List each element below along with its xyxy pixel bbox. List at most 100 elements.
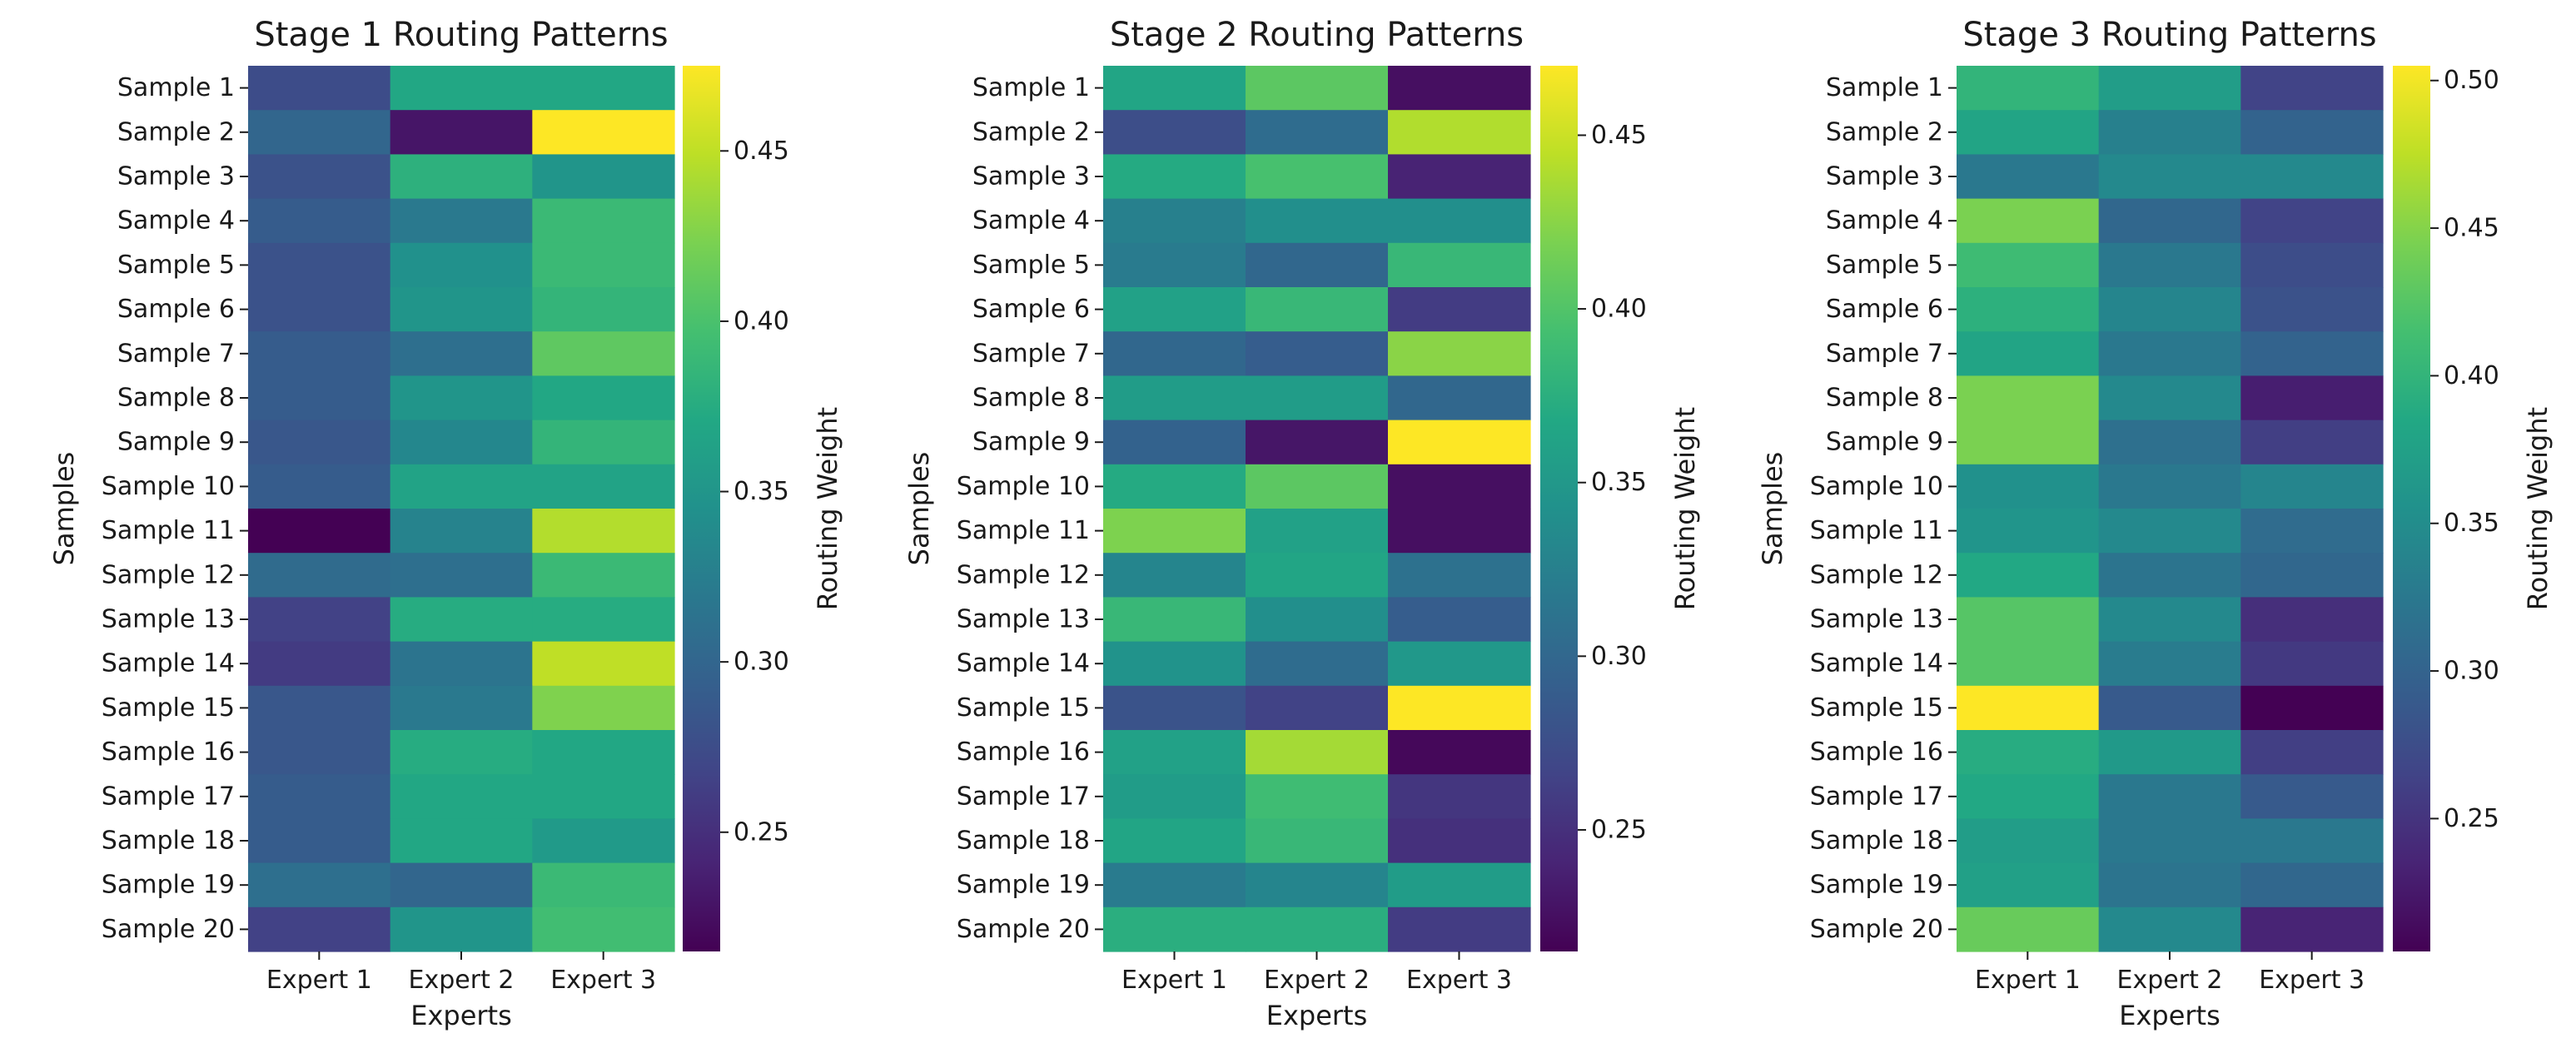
heatmap-cell [1246, 198, 1389, 244]
colorbar-label: Routing Weight [2522, 407, 2554, 610]
y-tick-label: Sample 3 [1826, 162, 1943, 191]
heatmap-cell [2098, 198, 2241, 244]
heatmap-cell [2098, 509, 2241, 554]
heatmap-cell [2240, 287, 2384, 332]
heatmap-cell [390, 862, 533, 908]
heatmap-cell [2098, 287, 2241, 332]
heatmap-cell [532, 597, 675, 643]
heatmap-cell [1246, 597, 1389, 643]
colorbar-tick-label: 0.40 [1591, 295, 1647, 324]
colorbar-tick-label: 0.30 [734, 648, 789, 677]
heatmap-cell [248, 110, 391, 155]
chart-title: Stage 3 Routing Patterns [1962, 16, 2376, 54]
heatmap-cell [1388, 774, 1531, 819]
heatmap-cell [1246, 66, 1389, 111]
heatmap-cell [1957, 331, 2100, 376]
y-tick-label: Sample 2 [1826, 117, 1943, 147]
chart-title: Stage 1 Routing Patterns [254, 16, 668, 54]
y-tick-label: Sample 19 [957, 871, 1090, 900]
heatmap-cell [2240, 553, 2384, 598]
heatmap-cell [1957, 685, 2100, 731]
stage-2-heatmap-panel: Stage 2 Routing Patterns Sample 1 Sample 2… [903, 16, 1701, 1031]
heatmap-cell [390, 464, 533, 509]
heatmap-cell [532, 110, 675, 155]
heatmap-cell [1388, 110, 1531, 155]
heatmap-cell [1957, 906, 2100, 952]
y-tick-label: Sample 3 [972, 162, 1090, 191]
heatmap-cell [1103, 818, 1246, 864]
y-tick-label: Sample 11 [102, 516, 235, 545]
heatmap-cell [248, 906, 391, 952]
heatmap-cell [1957, 464, 2100, 509]
y-tick-label: Sample 18 [957, 827, 1090, 856]
heatmap-cell [1103, 287, 1246, 332]
heatmap-cell [1103, 464, 1246, 509]
x-axis-label: Experts [2119, 1000, 2220, 1031]
x-tick-label: Expert 3 [1406, 966, 1512, 995]
heatmap-cell [248, 375, 391, 421]
heatmap-cell [390, 242, 533, 288]
heatmap-cell [390, 375, 533, 421]
heatmap-cell [1388, 464, 1531, 509]
y-tick-label: Sample 1 [117, 73, 235, 102]
y-tick-label: Sample 15 [102, 693, 235, 723]
heatmap-cell [248, 509, 391, 554]
heatmap-cell [1103, 641, 1246, 687]
heatmap-cell [2240, 110, 2384, 155]
y-tick-label: Sample 14 [102, 649, 235, 678]
heatmap-cell [1246, 906, 1389, 952]
heatmap-cell [1246, 110, 1389, 155]
heatmap-cell [2098, 597, 2241, 643]
y-tick-label: Sample 10 [957, 472, 1090, 501]
heatmap-cell [2240, 331, 2384, 376]
heatmap-cell [532, 66, 675, 111]
heatmap-cell [1246, 375, 1389, 421]
heatmap-cell [532, 774, 675, 819]
colorbar [1540, 66, 1578, 951]
heatmap-cell [390, 66, 533, 111]
heatmap-cell [2098, 685, 2241, 731]
heatmap-cell [2240, 154, 2384, 200]
heatmap-cell [390, 331, 533, 376]
y-tick-label: Sample 9 [972, 428, 1090, 457]
heatmap-cell [390, 553, 533, 598]
heatmap-cell [2098, 420, 2241, 465]
heatmap-cell [1388, 198, 1531, 244]
heatmap-cell [248, 66, 391, 111]
heatmap-cell [532, 730, 675, 775]
y-tick-label: Sample 12 [1810, 560, 1943, 589]
heatmap-cell [390, 685, 533, 731]
heatmap-cell [2240, 730, 2384, 775]
heatmap-cell [390, 906, 533, 952]
y-tick-label: Sample 14 [1810, 649, 1943, 678]
y-tick-label: Sample 13 [1810, 605, 1943, 634]
heatmap-cell [2240, 420, 2384, 465]
heatmap-cell [532, 906, 675, 952]
heatmap-cell [532, 242, 675, 288]
colorbar-tick-label: 0.30 [2444, 657, 2499, 686]
chart-title: Stage 2 Routing Patterns [1110, 16, 1524, 54]
x-tick-label: Expert 2 [2117, 966, 2223, 995]
heatmap-cell [1957, 774, 2100, 819]
colorbar-tick-label: 0.25 [1591, 815, 1647, 844]
x-tick-label: Expert 1 [1121, 966, 1227, 995]
heatmap-cell [2098, 375, 2241, 421]
heatmap-cell [1103, 198, 1246, 244]
heatmap-cell [1388, 331, 1531, 376]
heatmap-cell [1103, 375, 1246, 421]
heatmap-cell [248, 553, 391, 598]
heatmap-cell [1103, 730, 1246, 775]
heatmap-cell [1246, 331, 1389, 376]
x-tick-label: Expert 1 [1975, 966, 2081, 995]
y-tick-label: Sample 8 [117, 384, 235, 413]
heatmap-cell [532, 198, 675, 244]
colorbar-tick-label: 0.45 [1591, 121, 1647, 150]
heatmap-cell [1388, 641, 1531, 687]
y-tick-label: Sample 5 [972, 251, 1090, 280]
heatmap-cell [1388, 906, 1531, 952]
heatmap-cell [532, 287, 675, 332]
heatmap-cell [1957, 287, 2100, 332]
colorbar-label: Routing Weight [1669, 407, 1701, 610]
x-tick-label: Expert 2 [1264, 966, 1370, 995]
